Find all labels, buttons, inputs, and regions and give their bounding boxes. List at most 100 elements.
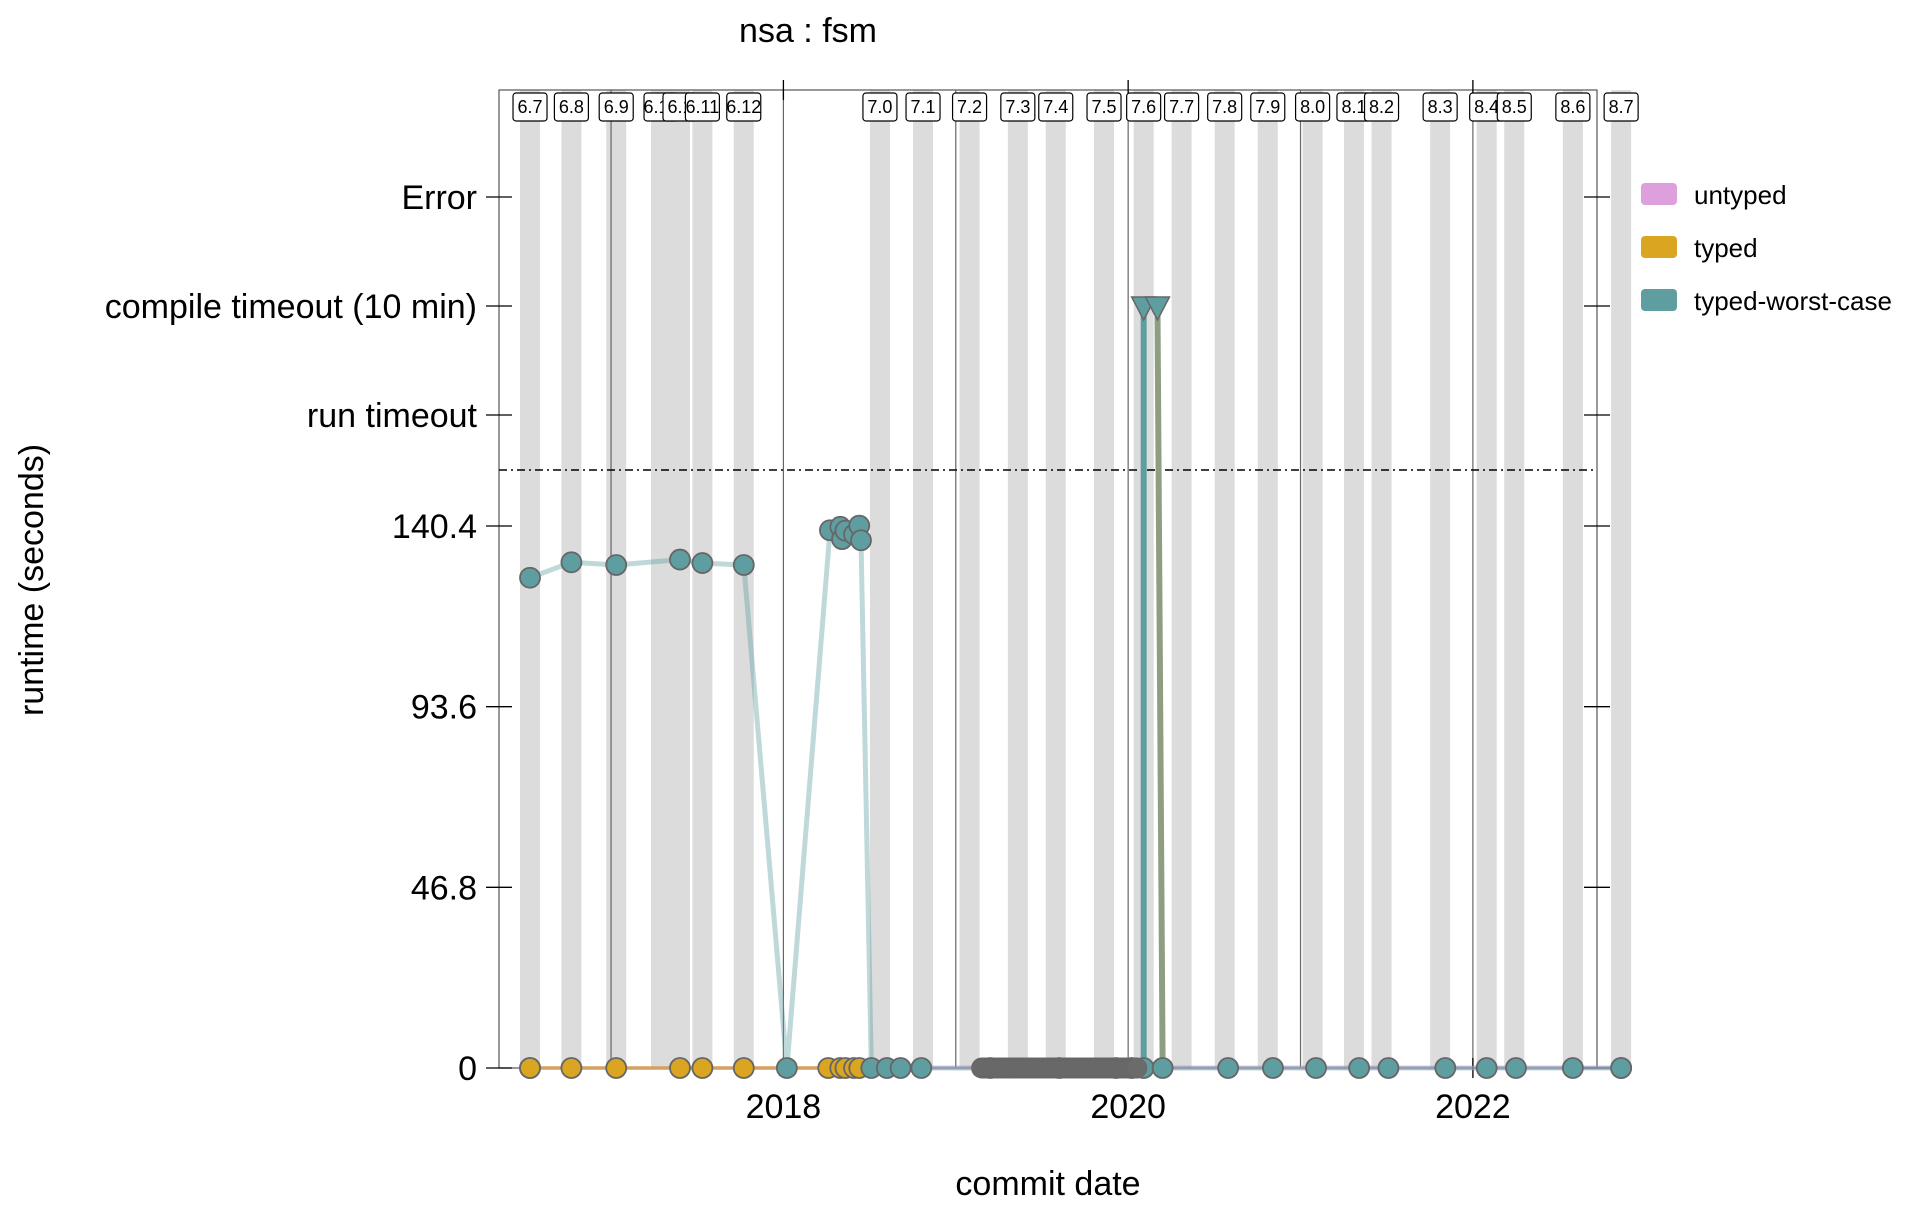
point-typed-worst-case xyxy=(889,1057,912,1079)
y-tick-label: 0 xyxy=(458,1050,477,1088)
release-label-box xyxy=(512,92,548,122)
release-label-text: 7.3 xyxy=(1005,97,1030,117)
point-typed xyxy=(560,1057,583,1079)
legend-item-untyped: untyped xyxy=(1641,180,1787,210)
release-label-text: 6.11 xyxy=(686,97,720,117)
release-stripe-8-7 xyxy=(1611,90,1632,1068)
release-label-box xyxy=(1496,92,1532,122)
x-tick-label: 2020 xyxy=(1090,1088,1166,1126)
release-label-box xyxy=(1294,92,1331,122)
point-typed-worst-case xyxy=(519,566,541,589)
release-label-text: 7.1 xyxy=(911,97,936,117)
point-typed-worst-case xyxy=(1151,1057,1174,1079)
release-label-8-2: 8.2 xyxy=(1363,92,1400,122)
release-label-text: 6.8 xyxy=(559,97,584,117)
legend-swatch xyxy=(1641,183,1677,205)
x-axis: 2018 2020 2022 xyxy=(746,80,1511,1126)
release-label-box xyxy=(1250,92,1286,122)
release-label-text: 8.0 xyxy=(1300,97,1325,117)
release-label-box xyxy=(1086,92,1122,122)
release-label-8-3: 8.3 xyxy=(1422,92,1458,122)
release-label-box xyxy=(1207,92,1243,122)
legend-label: untyped xyxy=(1694,180,1787,210)
release-label-box xyxy=(1603,92,1639,122)
point-typed-worst-case xyxy=(1217,1057,1240,1079)
release-label-text: 8.5 xyxy=(1502,97,1527,117)
point-typed-worst-case xyxy=(691,552,714,574)
chart-title: nsa : fsm xyxy=(739,12,877,50)
release-label-text: 7.4 xyxy=(1043,97,1068,117)
point-typed-worst-case xyxy=(1348,1057,1371,1079)
release-label-text: 8.6 xyxy=(1560,97,1585,117)
release-label-text: 6.7 xyxy=(518,97,543,117)
y-category-label: compile timeout (10 min) xyxy=(105,288,477,326)
release-stripe-7-7 xyxy=(1171,90,1192,1068)
release-labels: 6.7 6.8 6.9 6.106.16.11 6.12 7.0 7.1 7.2 7.3 7.4 7… xyxy=(512,92,1639,122)
legend-swatch xyxy=(1641,236,1677,258)
point-typed-worst-case xyxy=(605,554,628,576)
release-label-text: 7.0 xyxy=(867,97,892,117)
release-label-box xyxy=(1000,92,1036,122)
release-stripe-7-2 xyxy=(959,90,980,1068)
release-label-box xyxy=(1038,92,1074,122)
legend-label: typed xyxy=(1694,233,1758,263)
release-label-6-8: 6.8 xyxy=(553,92,589,122)
release-label-box xyxy=(951,92,988,122)
release-label-8-1: 8.1 xyxy=(1336,92,1372,122)
release-stripe-8-0 xyxy=(1302,90,1323,1068)
release-stripe-8-5 xyxy=(1504,90,1525,1068)
timeout-spike-down xyxy=(1154,305,1166,1069)
x-tick-label: 2018 xyxy=(746,1088,822,1126)
release-label-6-11: 6.11 xyxy=(684,92,720,122)
release-label-6-12: 6.12 xyxy=(726,92,762,122)
release-stripe-7-4 xyxy=(1045,90,1066,1068)
release-stripe-8-3 xyxy=(1430,90,1451,1068)
release-label-box xyxy=(684,92,720,122)
point-typed-worst-case xyxy=(1610,1057,1633,1079)
point-typed xyxy=(519,1057,541,1079)
point-typed-worst-case xyxy=(850,529,872,552)
release-label-text: 8.7 xyxy=(1609,97,1634,117)
release-label-box xyxy=(1126,92,1162,122)
point-typed-worst-case xyxy=(775,1057,798,1079)
release-label-text: 7.5 xyxy=(1092,97,1117,117)
year-gridlines xyxy=(610,90,1474,1068)
series-points xyxy=(519,296,1633,1079)
release-stripe-8-6 xyxy=(1562,90,1583,1068)
y-tick-label: 93.6 xyxy=(411,689,477,727)
release-label-7-2: 7.2 xyxy=(951,92,988,122)
release-label-7-0: 7.0 xyxy=(862,92,898,122)
legend-label: typed-worst-case xyxy=(1694,286,1892,316)
release-stripe-6-12 xyxy=(733,90,754,1068)
point-typed-worst-case xyxy=(669,548,691,571)
release-label-7-3: 7.3 xyxy=(1000,92,1036,122)
release-stripe-8-2 xyxy=(1371,90,1392,1068)
y-axis: 0 46.8 93.6 140.4 run timeout compile timeout… xyxy=(105,179,1610,1088)
point-typed xyxy=(605,1057,628,1079)
x-axis-label: commit date xyxy=(955,1165,1140,1203)
release-label-box xyxy=(598,92,634,122)
release-label-7-1: 7.1 xyxy=(905,92,941,122)
point-typed-worst-case xyxy=(1505,1057,1527,1079)
release-label-text: 8.4 xyxy=(1474,97,1499,117)
release-label-text: 8.3 xyxy=(1428,97,1453,117)
release-stripe-6-10 xyxy=(651,90,672,1068)
y-tick-label: 46.8 xyxy=(411,869,477,907)
point-typed-worst-case xyxy=(1262,1057,1284,1079)
release-stripe-6-9 xyxy=(606,90,627,1068)
release-label-box xyxy=(862,92,898,122)
point-typed xyxy=(669,1057,691,1079)
release-label-box xyxy=(1163,92,1200,122)
release-label-text: 6.9 xyxy=(604,97,629,117)
legend-item-typed-worst-case: typed-worst-case xyxy=(1641,286,1892,316)
release-label-box xyxy=(905,92,941,122)
release-stripe-8-1 xyxy=(1343,90,1364,1068)
release-label-box xyxy=(1555,92,1591,122)
point-typed-worst-case xyxy=(1434,1057,1457,1079)
release-stripe-7-1 xyxy=(913,90,934,1068)
release-label-8-0: 8.0 xyxy=(1294,92,1331,122)
release-label-box xyxy=(553,92,589,122)
point-typed-worst-case xyxy=(1305,1057,1327,1079)
release-label-7-8: 7.8 xyxy=(1207,92,1243,122)
release-label-text: 8.1 xyxy=(1341,97,1366,117)
